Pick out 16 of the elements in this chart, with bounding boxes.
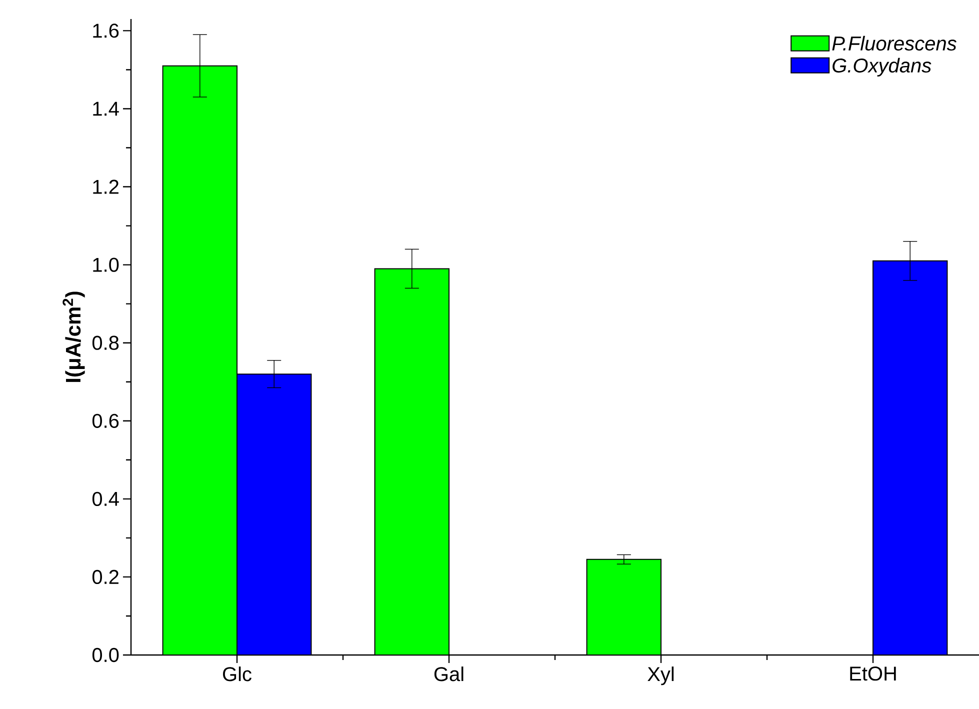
y-tick-label: 1.0 [93,258,119,272]
y-tick-label: 1.6 [93,24,119,38]
x-tick-label: EtOH [850,666,896,681]
y-tick-label: 0.8 [92,336,119,350]
x-tick-label: Glc [223,666,252,682]
x-tick-label: Xyl [648,666,674,686]
y-tick-label: 0.4 [92,492,119,506]
x-tick-label: Gal [434,666,464,682]
y-tick-label: 0.0 [92,648,119,662]
y-tick-label: 0.2 [92,570,118,584]
y-tick-label: 1.2 [93,180,118,194]
y-tick-label: 0.6 [92,414,119,428]
legend-label: P.Fluorescens [832,36,956,51]
y-tick-label: 1.4 [93,102,119,116]
legend-label: G.Oxydans [832,58,932,77]
y-axis-title: I(μA/cm$^{2}$) [62,292,85,382]
